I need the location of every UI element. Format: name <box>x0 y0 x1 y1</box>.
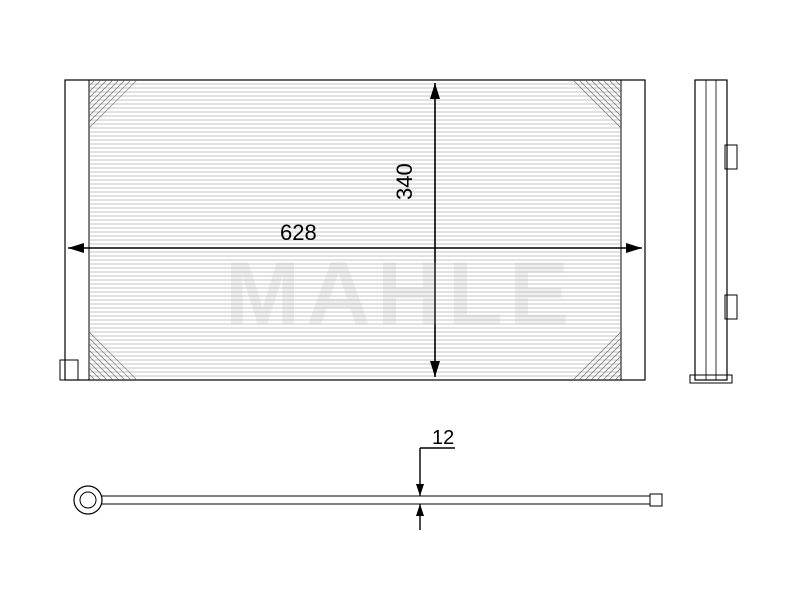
side-view <box>690 80 737 383</box>
drawing-canvas: 628 340 12 <box>0 0 800 590</box>
tube-endcap <box>650 494 662 506</box>
arrow-left <box>68 243 84 253</box>
tube-ring-inner <box>80 492 96 508</box>
right-tank <box>621 80 645 380</box>
dimension-height-label: 340 <box>392 163 417 200</box>
tube-ring-outer <box>74 486 102 514</box>
dimension-thickness: 12 <box>416 427 455 530</box>
arrow-up <box>430 83 440 99</box>
core-fins <box>89 84 621 376</box>
left-tank <box>65 80 89 380</box>
mount-tab-bottom-left <box>60 360 78 380</box>
arrow-thick-down <box>416 484 424 496</box>
bottom-view <box>74 486 662 514</box>
dimension-height: 340 <box>392 83 440 377</box>
dimension-width: 628 <box>68 220 642 253</box>
side-outer <box>695 80 727 380</box>
front-view <box>60 80 645 380</box>
side-foot <box>690 375 732 383</box>
arrow-thick-up <box>416 504 424 516</box>
arrow-down <box>430 361 440 377</box>
dimension-thickness-label: 12 <box>432 427 454 449</box>
corner-hatches <box>89 80 621 380</box>
dimension-width-label: 628 <box>280 220 317 245</box>
radiator-outer-frame <box>65 80 645 380</box>
arrow-right <box>626 243 642 253</box>
